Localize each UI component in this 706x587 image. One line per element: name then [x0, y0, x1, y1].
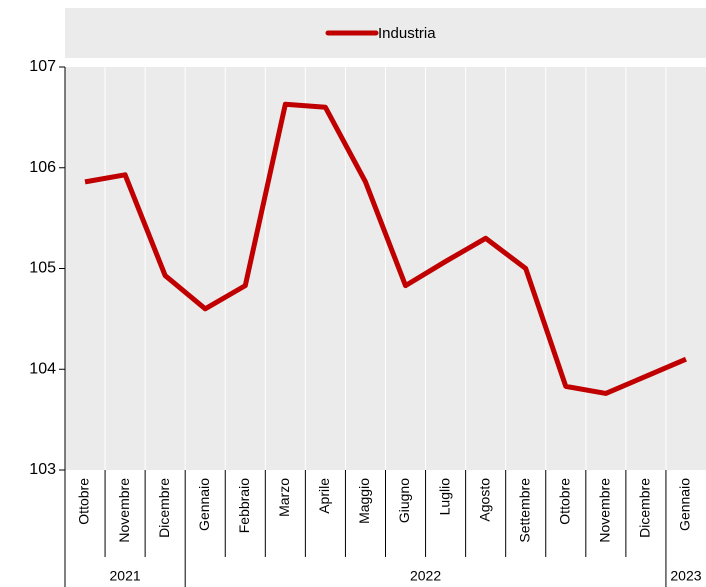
- x-tick-label: Marzo: [276, 478, 292, 517]
- x-tick-label: Aprile: [316, 478, 332, 514]
- x-tick-label: Dicembre: [637, 478, 653, 538]
- x-tick-label: Maggio: [356, 478, 372, 524]
- x-tick-label: Luglio: [436, 478, 452, 516]
- x-tick-label: Gennaio: [677, 478, 693, 531]
- y-tick-label: 106: [29, 159, 56, 176]
- x-group-label: 2022: [410, 568, 441, 584]
- y-tick-label: 104: [29, 360, 56, 377]
- y-tick-label: 103: [29, 461, 56, 478]
- line-series: [84, 101, 687, 396]
- x-tick-label: Ottobre: [556, 478, 572, 525]
- x-tick-label: Giugno: [396, 478, 412, 523]
- x-tick-label: Agosto: [476, 478, 492, 522]
- x-group-label: 2021: [110, 568, 141, 584]
- x-tick-label: Gennaio: [196, 478, 212, 531]
- x-tick-label: Dicembre: [156, 478, 172, 538]
- y-tick-label: 107: [29, 58, 56, 75]
- legend-box: [65, 8, 706, 58]
- x-tick-label: Novembre: [116, 478, 132, 543]
- x-tick-label: Ottobre: [76, 478, 92, 525]
- x-tick-label: Settembre: [516, 478, 532, 543]
- y-tick-label: 105: [29, 260, 56, 277]
- legend-label: Industria: [378, 25, 436, 42]
- x-tick-label: Novembre: [597, 478, 613, 543]
- x-tick-label: Febbraio: [236, 478, 252, 533]
- x-group-label: 2023: [670, 568, 701, 584]
